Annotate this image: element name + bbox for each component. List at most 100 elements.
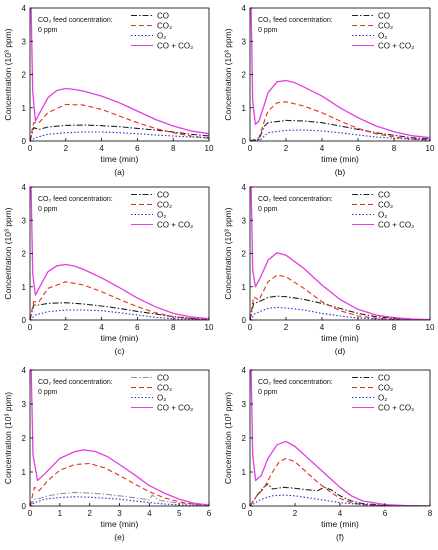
x-tick-label: 5 [177, 509, 182, 518]
series-line-co-plus-co2 [250, 8, 430, 139]
y-axis-label: Concentration (10³ ppm) [223, 392, 233, 484]
x-tick-label: 6 [356, 323, 361, 332]
y-tick-label: 4 [22, 183, 27, 192]
legend-entry: CO [157, 374, 169, 383]
y-tick-label: 2 [22, 434, 27, 443]
y-tick-label: 3 [22, 216, 27, 225]
series-line-co2 [30, 103, 209, 141]
y-tick-label: 0 [242, 137, 247, 146]
x-tick-label: 8 [428, 509, 433, 518]
x-tick-label: 0 [248, 323, 253, 332]
x-tick-label: 8 [392, 323, 397, 332]
panel-caption: (c) [115, 346, 125, 356]
legend-entry: CO [157, 12, 169, 21]
y-tick-label: 0 [242, 502, 247, 511]
x-tick-label: 2 [293, 509, 298, 518]
series-line-co [250, 483, 430, 506]
feed-concentration-value: 0 ppm [38, 389, 58, 396]
series-line-co [30, 491, 209, 506]
x-axis-label: time (min) [321, 333, 359, 343]
legend-entry: CO + CO₂ [157, 404, 193, 413]
feed-concentration-value: 0 ppm [258, 389, 278, 396]
x-tick-label: 0 [28, 144, 33, 153]
panel-caption: (e) [114, 532, 125, 542]
y-tick-label: 2 [242, 71, 247, 80]
y-tick-label: 4 [22, 366, 27, 375]
legend-entry: CO₂ [378, 22, 393, 31]
legend-entry: O₂ [378, 32, 387, 41]
y-axis-label: Concentration (10³ ppm) [3, 392, 13, 484]
series-line-co [250, 295, 430, 320]
y-tick-label: 0 [242, 316, 247, 325]
legend-entry: O₂ [157, 394, 166, 403]
y-tick-label: 0 [22, 316, 27, 325]
y-axis-label: Concentration (10³ ppm) [3, 28, 13, 120]
y-tick-label: 1 [242, 468, 247, 477]
x-tick-label: 0 [248, 144, 253, 153]
y-tick-label: 0 [22, 137, 27, 146]
x-tick-label: 2 [284, 144, 289, 153]
legend-entry: CO₂ [157, 384, 172, 393]
series-line-co-plus-co2 [250, 187, 430, 320]
series-line-co2 [30, 462, 209, 506]
y-axis-label: Concentration (10³ ppm) [3, 207, 13, 299]
y-axis-label: Concentration (10³ ppm) [223, 207, 233, 299]
x-axis-label: time (min) [321, 519, 359, 529]
legend-entry: CO [157, 191, 169, 200]
y-tick-label: 3 [242, 400, 247, 409]
y-tick-label: 2 [242, 250, 247, 259]
feed-concentration-label: CO₂ feed concentration: [258, 379, 333, 386]
y-tick-label: 3 [242, 216, 247, 225]
legend-entry: CO₂ [157, 22, 172, 31]
legend-entry: CO₂ [157, 201, 172, 210]
y-tick-label: 1 [22, 468, 27, 477]
x-tick-label: 1 [58, 509, 63, 518]
x-tick-label: 6 [356, 144, 361, 153]
legend-entry: CO + CO₂ [157, 42, 193, 51]
x-tick-label: 6 [135, 323, 140, 332]
series-line-co [30, 302, 209, 320]
x-tick-label: 2 [64, 323, 69, 332]
series-line-o2 [250, 129, 430, 141]
feed-concentration-value: 0 ppm [38, 206, 58, 213]
y-tick-label: 2 [22, 250, 27, 259]
x-tick-label: 6 [383, 509, 388, 518]
y-tick-label: 1 [242, 104, 247, 113]
legend-entry: O₂ [157, 211, 166, 220]
legend-entry: O₂ [157, 32, 166, 41]
series-line-co-plus-co2 [30, 8, 209, 135]
x-tick-label: 8 [171, 144, 176, 153]
legend-entry: CO + CO₂ [378, 404, 414, 413]
x-tick-label: 10 [205, 323, 214, 332]
legend-entry: CO₂ [378, 384, 393, 393]
panel-caption: (b) [335, 167, 346, 177]
feed-concentration-label: CO₂ feed concentration: [258, 17, 333, 24]
y-tick-label: 1 [22, 283, 27, 292]
legend-entry: CO [378, 12, 390, 21]
legend-entry: O₂ [378, 394, 387, 403]
legend-entry: CO₂ [378, 201, 393, 210]
x-tick-label: 4 [99, 323, 104, 332]
legend-entry: CO [378, 374, 390, 383]
y-tick-label: 0 [22, 502, 27, 511]
y-tick-label: 2 [22, 71, 27, 80]
x-tick-label: 10 [426, 144, 435, 153]
y-tick-label: 1 [242, 283, 247, 292]
x-axis-label: time (min) [321, 154, 359, 164]
series-line-co-plus-co2 [250, 370, 430, 506]
x-tick-label: 0 [248, 509, 253, 518]
y-axis-label: Concentration (10³ ppm) [223, 28, 233, 120]
x-tick-label: 6 [135, 144, 140, 153]
legend-entry: O₂ [378, 211, 387, 220]
legend-entry: CO [378, 191, 390, 200]
series-line-co-plus-co2 [30, 370, 209, 506]
feed-concentration-value: 0 ppm [38, 27, 58, 34]
series-line-co2 [250, 457, 430, 506]
x-tick-label: 4 [320, 144, 325, 153]
legend-entry: CO + CO₂ [157, 221, 193, 230]
